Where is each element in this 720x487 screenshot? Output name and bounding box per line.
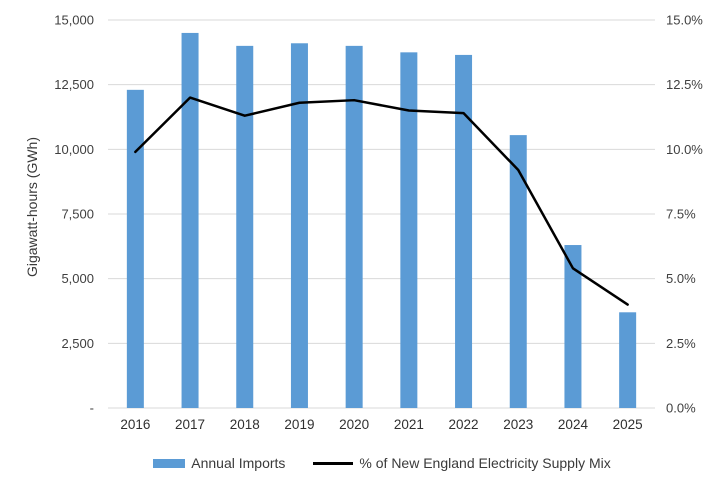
bar-2023 [509, 135, 527, 408]
left-axis-tick-label: 12,500 [54, 77, 94, 92]
bar-swatch-icon [153, 458, 186, 468]
x-axis-tick-label: 2018 [230, 417, 260, 432]
legend-item-annual-imports: Annual Imports [153, 455, 285, 471]
legend-label-supply-mix: % of New England Electricity Supply Mix [359, 455, 611, 471]
bar-2016 [126, 89, 144, 408]
bar-2020 [345, 45, 363, 408]
right-axis-tick-label: 2.5% [666, 336, 696, 351]
right-axis-tick-label: 7.5% [666, 207, 696, 222]
right-axis-tick-label: 0.0% [666, 401, 696, 416]
right-axis-tick-label: 15.0% [666, 13, 703, 28]
x-axis-tick-label: 2022 [449, 417, 479, 432]
right-axis-tick-label: 12.5% [666, 77, 703, 92]
x-axis-tick-label: 2021 [394, 417, 424, 432]
x-axis-tick-label: 2019 [284, 417, 314, 432]
bar-2024 [564, 245, 582, 408]
left-axis-tick-label: 2,500 [61, 336, 94, 351]
bar-2019 [290, 43, 308, 408]
legend: Annual Imports % of New England Electric… [22, 452, 720, 474]
right-axis-tick-label: 5.0% [666, 271, 696, 286]
left-axis-tick-label: - [90, 401, 94, 416]
x-axis-tick-label: 2020 [339, 417, 369, 432]
line-swatch-icon [313, 461, 354, 465]
left-axis-tick-label: 10,000 [54, 142, 94, 157]
supply-mix-line [134, 96, 629, 306]
legend-item-supply-mix: % of New England Electricity Supply Mix [313, 455, 611, 471]
left-axis-title: Gigawatt-hours (GWh) [24, 136, 40, 278]
bar-2018 [236, 45, 254, 408]
legend-label-annual-imports: Annual Imports [191, 455, 286, 471]
x-axis-tick-label: 2024 [558, 417, 589, 432]
bar-2017 [181, 32, 199, 408]
bar-2022 [455, 54, 473, 409]
left-axis-tick-label: 5,000 [61, 271, 94, 286]
bar-2021 [400, 52, 418, 408]
x-axis-tick-label: 2017 [175, 417, 205, 432]
x-axis-tick-label: 2023 [503, 417, 533, 432]
left-axis-tick-label: 7,500 [61, 207, 94, 222]
x-axis-tick-label: 2016 [120, 417, 150, 432]
left-axis-tick-label: 15,000 [54, 13, 94, 28]
bar-2025 [619, 312, 637, 408]
right-axis-tick-label: 10.0% [666, 142, 703, 157]
x-axis-tick-label: 2025 [613, 417, 643, 432]
